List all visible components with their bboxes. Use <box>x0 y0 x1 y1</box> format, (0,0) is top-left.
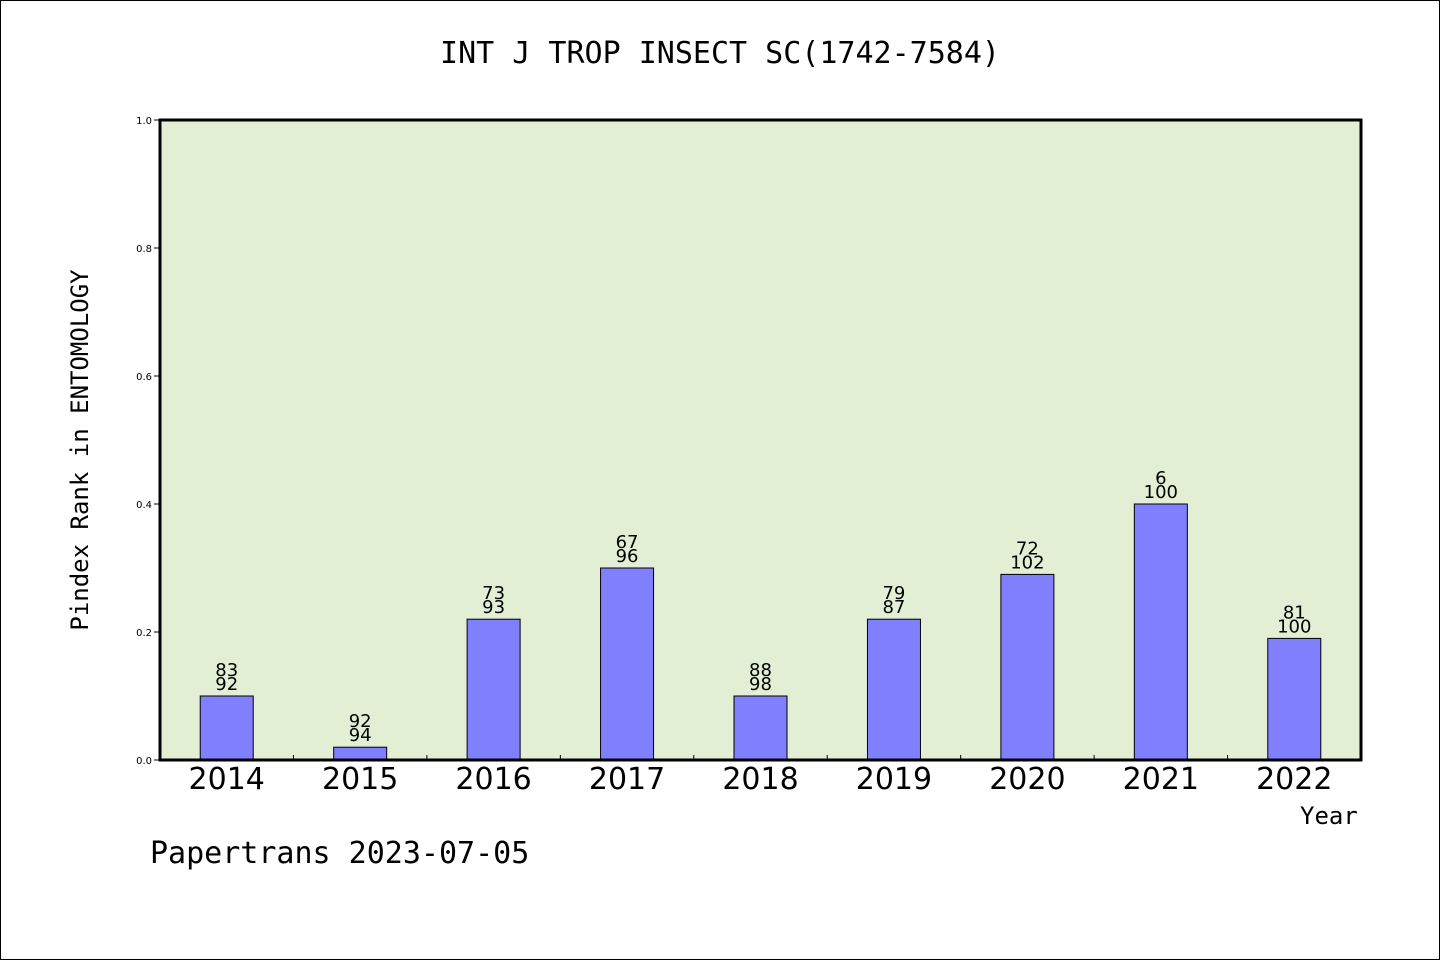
bar <box>733 695 788 761</box>
x-tick-label: 2022 <box>1256 762 1332 797</box>
bar-rank-label: 73 <box>482 583 505 604</box>
bar-rank-label: 81 <box>1283 602 1306 623</box>
bar <box>866 618 921 761</box>
bar-rank-label: 79 <box>882 583 905 604</box>
x-tick-label: 2020 <box>989 762 1065 797</box>
x-tick-label: 2015 <box>322 762 398 797</box>
bar <box>600 567 655 761</box>
bar-rank-label: 67 <box>616 532 639 553</box>
bar-total-label: 100 <box>1144 482 1178 503</box>
bar <box>466 618 521 761</box>
footer-stamp: Papertrans 2023-07-05 <box>150 836 530 871</box>
bar-total-label: 87 <box>882 597 905 618</box>
bar <box>1267 637 1322 761</box>
chart-title: INT J TROP INSECT SC(1742-7584) <box>440 36 1000 71</box>
bar <box>333 746 388 761</box>
bar <box>1133 503 1188 761</box>
y-tick-label: 1.0 <box>136 116 152 127</box>
y-tick-label: 0.6 <box>136 372 152 383</box>
x-tick-label: 2018 <box>722 762 798 797</box>
bar-total-label: 102 <box>1010 552 1044 573</box>
bar-rank-label: 83 <box>215 660 238 681</box>
x-tick-label: 2021 <box>1123 762 1199 797</box>
bar-total-label: 100 <box>1277 616 1311 637</box>
y-tick-label: 0.0 <box>136 756 152 767</box>
bar <box>1000 573 1055 761</box>
x-axis-label: Year <box>1300 802 1358 830</box>
bar-total-label: 94 <box>349 725 372 746</box>
bar-rank-label: 88 <box>749 660 772 681</box>
bar <box>199 695 254 761</box>
x-tick-label: 2014 <box>189 762 265 797</box>
x-tick-label: 2019 <box>856 762 932 797</box>
plot-border <box>158 118 1363 762</box>
bar-rank-label: 6 <box>1155 468 1166 489</box>
y-tick-label: 0.8 <box>136 244 152 255</box>
bar-total-label: 93 <box>482 597 505 618</box>
bar-total-label: 98 <box>749 674 772 695</box>
x-tick-label: 2017 <box>589 762 665 797</box>
bar-total-label: 96 <box>616 546 639 567</box>
bar-rank-label: 72 <box>1016 538 1039 559</box>
bar-rank-label: 92 <box>349 711 372 732</box>
y-tick-label: 0.2 <box>136 628 152 639</box>
bar-total-label: 92 <box>215 674 238 695</box>
x-tick-label: 2016 <box>455 762 531 797</box>
y-tick-label: 0.4 <box>136 500 152 511</box>
